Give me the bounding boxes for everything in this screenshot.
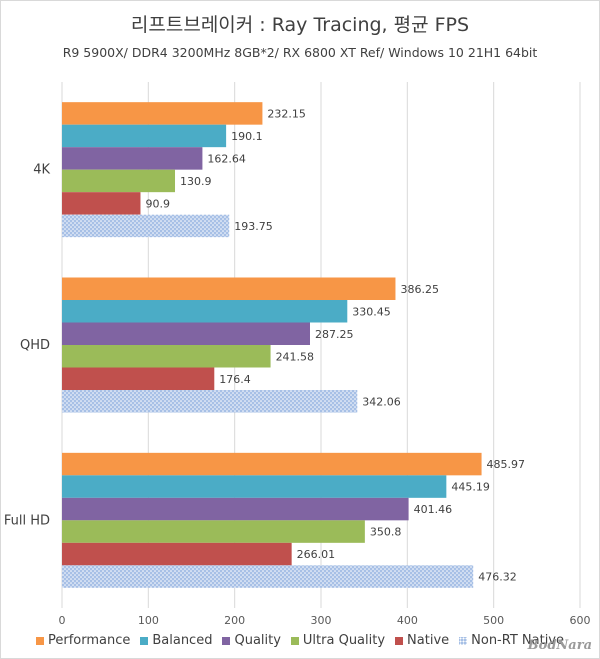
legend: Performance Balanced Quality Ultra Quality N… (0, 633, 600, 648)
data-label: 176.4 (219, 373, 251, 386)
legend-item: Native (395, 633, 449, 648)
data-label: 130.9 (180, 175, 212, 188)
x-tick-label: 600 (570, 614, 591, 627)
category-label: QHD (20, 338, 50, 353)
legend-swatch (35, 636, 44, 645)
data-label: 90.9 (145, 197, 170, 210)
legend-swatch (140, 636, 149, 645)
bar-balanced (62, 300, 348, 323)
bar-quality (62, 497, 409, 521)
legend-swatch (395, 636, 404, 645)
legend-swatch (290, 636, 299, 645)
x-tick-label: 300 (311, 614, 332, 627)
bar-performance (62, 277, 396, 300)
bar-quality (62, 322, 310, 345)
legend-label: Performance (47, 633, 131, 648)
data-label: 330.45 (352, 305, 391, 318)
data-label: 193.75 (234, 220, 272, 233)
data-label: 350.8 (370, 526, 402, 539)
bar-native (62, 367, 215, 390)
data-label: 386.25 (400, 283, 439, 296)
data-label: 241.58 (276, 350, 315, 363)
legend-label: Native (407, 633, 450, 648)
bar-non-rt-native (62, 565, 474, 588)
legend-swatch (222, 636, 231, 645)
legend-item: Balanced (140, 633, 212, 648)
category-label: 4K (33, 163, 50, 178)
bar-non-rt-native (62, 214, 230, 238)
x-tick-label: 200 (224, 614, 245, 627)
legend-item: Ultra Quality (290, 633, 386, 648)
legend-item: Non-RT Native (459, 633, 564, 648)
data-label: 162.64 (207, 152, 246, 165)
legend-label: Balanced (152, 633, 213, 648)
x-tick-label: 400 (397, 614, 418, 627)
bar-ultra-quality (62, 345, 271, 368)
legend-label: Non-RT Native (471, 633, 565, 648)
bars (62, 102, 482, 588)
x-tick-labels: 0 100 200 300 400 500 600 (59, 614, 591, 627)
data-label: 232.15 (267, 107, 306, 120)
data-label: 401.46 (414, 503, 453, 516)
data-label: 342.06 (362, 395, 401, 408)
bar-native (62, 192, 141, 215)
data-label: 485.97 (487, 458, 525, 471)
data-label: 476.32 (478, 571, 516, 584)
category-label: Full HD (4, 513, 50, 528)
bar-quality (62, 147, 203, 170)
legend-item: Quality (222, 633, 281, 648)
watermark: BodNara (527, 638, 592, 653)
bar-ultra-quality (62, 520, 365, 543)
bar-balanced (62, 475, 447, 498)
x-tick-label: 500 (483, 614, 504, 627)
category-labels: 4K QHD Full HD (4, 163, 51, 529)
data-label: 287.25 (315, 328, 354, 341)
x-tick-label: 100 (138, 614, 159, 627)
legend-label: Ultra Quality (302, 633, 386, 648)
chart-title: 리프트브레이커 : Ray Tracing, 평균 FPS (130, 14, 470, 36)
data-label: 190.1 (231, 130, 263, 143)
bar-balanced (62, 124, 227, 148)
legend-label: Quality (234, 633, 281, 648)
chart-subtitle: R9 5900X/ DDR4 3200MHz 8GB*2/ RX 6800 XT… (62, 45, 538, 60)
bar-native (62, 542, 292, 566)
legend-swatch (459, 636, 468, 645)
x-tick-label: 0 (59, 614, 66, 627)
bar-performance (62, 452, 482, 476)
bar-ultra-quality (62, 169, 176, 193)
data-labels: 232.15 190.1 162.64 130.9 90.9 193.75 386.25 33… (145, 107, 525, 583)
bar-non-rt-native (62, 390, 358, 413)
bar-performance (62, 102, 263, 125)
data-label: 266.01 (297, 548, 336, 561)
data-label: 445.19 (451, 481, 490, 494)
legend-item: Performance (35, 633, 131, 648)
